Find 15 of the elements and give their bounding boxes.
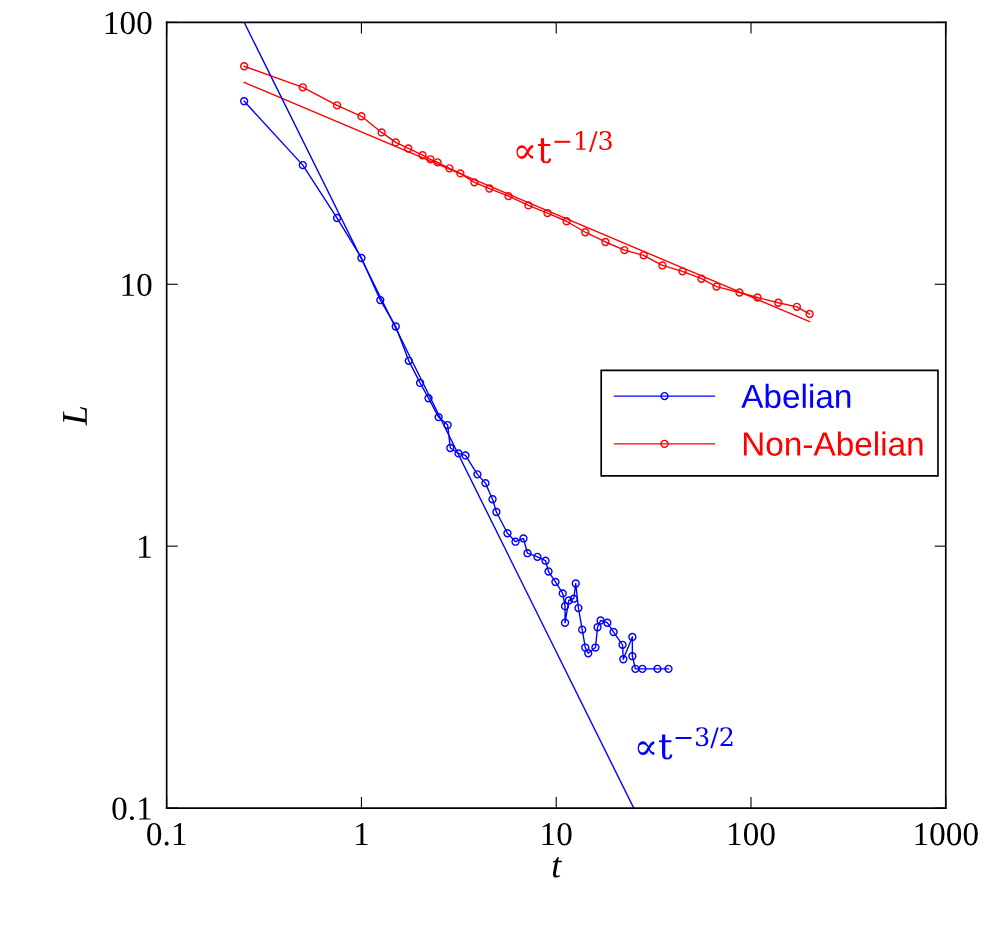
legend-label: Abelian <box>741 383 851 409</box>
x-tick-label: 0.1 <box>147 822 186 846</box>
series-label: ∝t$^{−3/2}$ <box>637 727 733 760</box>
y-axis-title: L <box>63 406 87 426</box>
y-tick-label: 1 <box>139 535 151 558</box>
x-tick-label: 10 <box>542 822 572 846</box>
x-tick-label: 100 <box>728 822 775 846</box>
x-tick-label: 1 <box>356 823 368 846</box>
y-tick-label: 10 <box>122 273 152 297</box>
y-tick-label: 100 <box>105 11 152 35</box>
y-tick-label: 0.1 <box>112 797 151 821</box>
x-axis-title: t <box>552 856 562 878</box>
legend-label: Non-Abelian <box>743 431 923 456</box>
series-label: ∝t$^{−1/3}$ <box>516 130 612 164</box>
x-tick-label: 1000 <box>915 822 978 846</box>
